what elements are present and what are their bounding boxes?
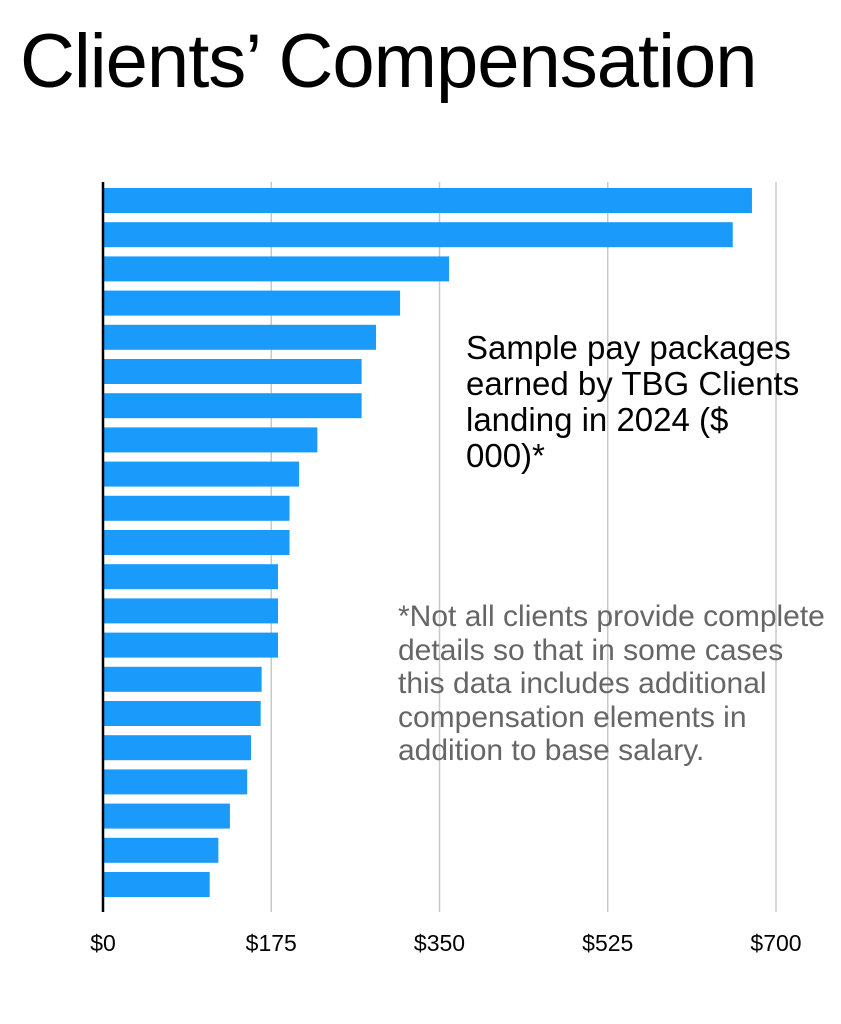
bar-4 [103, 290, 401, 316]
chart-footnote: *Not all clients provide complete detail… [398, 600, 825, 768]
bar-11 [103, 530, 290, 555]
bar-9 [103, 461, 300, 487]
x-tick-label-2: $350 [414, 930, 465, 956]
bar-7 [103, 393, 362, 419]
x-tick-labels: $0 $175 $350 $525 $700 [90, 930, 801, 956]
bar-15 [103, 666, 262, 692]
bar-6 [103, 359, 362, 384]
bar-21 [103, 872, 210, 897]
bar-13 [103, 598, 278, 624]
bar-17 [103, 735, 252, 761]
bar-2 [103, 222, 733, 248]
bar-8 [103, 427, 318, 453]
bars [103, 188, 752, 897]
bar-16 [103, 701, 261, 726]
bar-18 [103, 769, 248, 795]
chart-callout: Sample pay packages earned by TBG Client… [466, 329, 800, 474]
x-tick-label-0: $0 [90, 930, 116, 956]
bar-19 [103, 803, 230, 829]
bar-5 [103, 324, 377, 350]
bar-3 [103, 256, 450, 282]
x-tick-label-3: $525 [582, 930, 633, 956]
x-tick-label-1: $175 [246, 930, 297, 956]
bar-20 [103, 837, 219, 863]
bar-1 [103, 188, 752, 213]
bar-10 [103, 495, 290, 521]
page-title: Clients’ Compensation [20, 19, 758, 104]
bar-12 [103, 564, 278, 590]
bar-14 [103, 632, 278, 658]
x-tick-label-4: $700 [750, 930, 801, 956]
